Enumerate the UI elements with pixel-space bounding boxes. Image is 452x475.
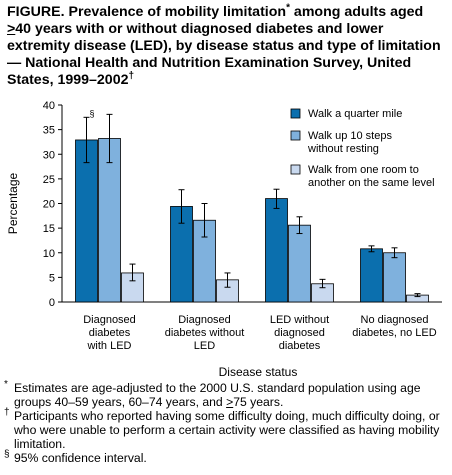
x-tick-label: Diagnosed — [178, 314, 231, 326]
y-tick-label: 10 — [43, 248, 55, 260]
bar — [383, 252, 406, 303]
footnote-confidence-interval: § 95% confidence interval. — [4, 449, 147, 465]
x-tick-label: diabetes, no LED — [352, 327, 436, 339]
y-tick-label: 5 — [49, 272, 55, 284]
legend-label: Walk up 10 steps — [308, 130, 392, 142]
bar — [265, 198, 288, 303]
chart: 0 5 10 15 20 25 30 35 40 Percentage § Diagnosed diab… — [0, 95, 452, 385]
y-tick-label: 25 — [43, 174, 55, 186]
bar — [360, 248, 383, 303]
y-tick-label: 20 — [43, 199, 55, 211]
x-axis-label: Disease status — [219, 365, 298, 379]
footnotes: * Estimates are age-adjusted to the 2000 … — [4, 379, 448, 465]
ci-annotation: § — [90, 108, 95, 118]
bar-chart-svg: 0510152025303540Percentage§Diagnoseddiab… — [6, 100, 442, 379]
legend-label: another on the same level — [308, 177, 435, 189]
x-tick-label: diabetes without — [165, 327, 245, 339]
x-tick-label: diabetes — [279, 340, 321, 352]
y-tick-label: 0 — [49, 297, 55, 309]
legend-label: without resting — [307, 143, 379, 155]
x-tick-label: Diagnosed — [83, 314, 136, 326]
bar — [75, 139, 98, 303]
legend-label: Walk a quarter mile — [308, 108, 402, 120]
legend-label: Walk from one room to — [308, 164, 419, 176]
x-tick-label: diagnosed — [274, 327, 325, 339]
legend-swatch — [290, 130, 301, 141]
legend-swatch — [290, 164, 301, 175]
x-tick-label: LED — [194, 340, 215, 352]
legend-swatch — [290, 108, 301, 119]
x-tick-label: diabetes — [89, 327, 131, 339]
footnote-age-adjusted: * Estimates are age-adjusted to the 2000 … — [4, 379, 421, 409]
y-tick-label: 40 — [43, 100, 55, 112]
figure-title: FIGURE. Prevalence of mobility limitatio… — [7, 2, 441, 88]
y-tick-label: 35 — [43, 125, 55, 137]
y-axis-label: Percentage — [6, 172, 20, 234]
y-tick-label: 30 — [43, 149, 55, 161]
bar — [288, 224, 311, 303]
x-tick-label: with LED — [86, 340, 131, 352]
footnote-mobility-definition: † Participants who reported having some d… — [4, 407, 440, 451]
x-tick-label: LED without — [270, 314, 329, 326]
x-tick-label: No diagnosed — [361, 314, 429, 326]
y-tick-label: 15 — [43, 223, 55, 235]
